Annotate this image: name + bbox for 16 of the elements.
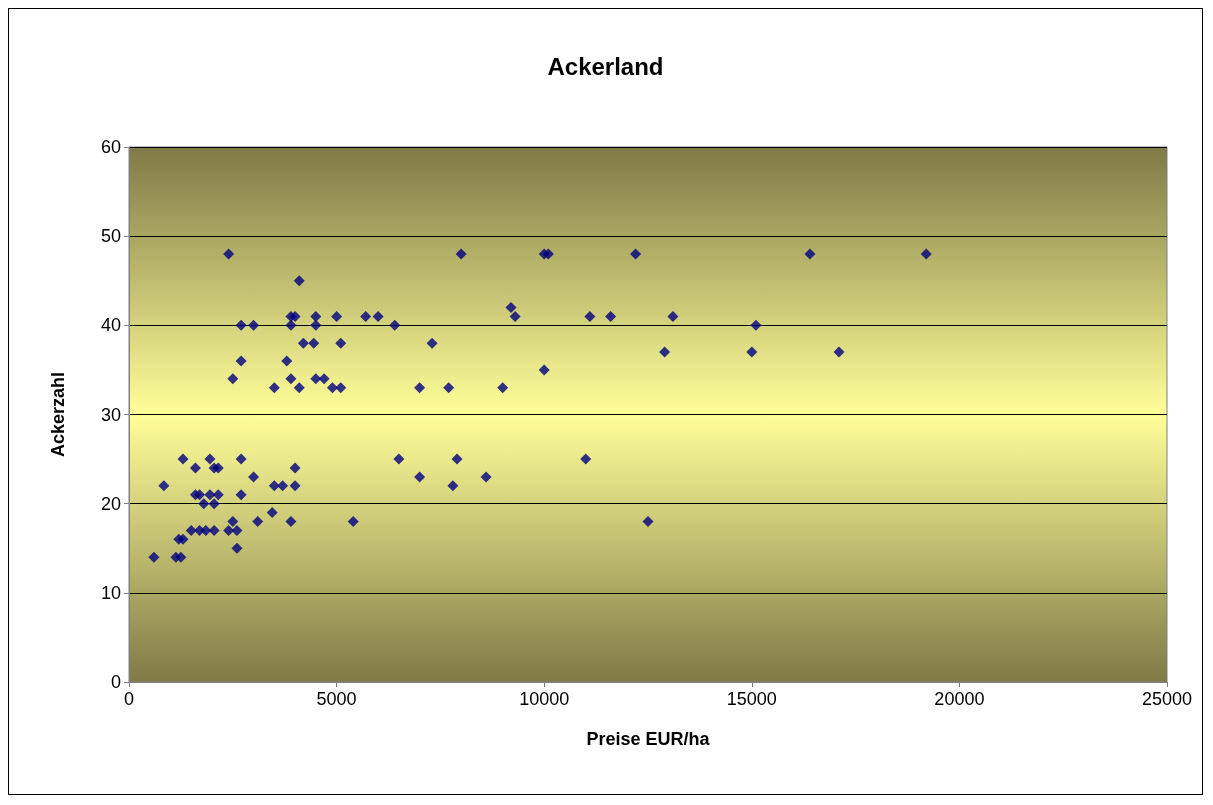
y-tick-label: 20 xyxy=(100,493,121,514)
y-tick-label: 10 xyxy=(100,582,121,603)
x-tick-label: 20000 xyxy=(934,689,985,709)
x-tick-label: 10000 xyxy=(519,689,570,709)
x-tick-label: 25000 xyxy=(1141,689,1193,709)
y-axis-title: Ackerzahl xyxy=(48,371,68,458)
chart-title: Ackerland xyxy=(547,52,664,80)
x-tick-label: 15000 xyxy=(726,689,777,709)
y-tick-label: 30 xyxy=(100,404,121,425)
x-tick-label: 5000 xyxy=(316,689,357,709)
y-tick-label: 50 xyxy=(100,226,121,247)
y-tick-label: 40 xyxy=(100,315,121,336)
y-tick-label: 0 xyxy=(110,672,121,692)
x-axis-title: Preise EUR/ha xyxy=(586,729,711,749)
x-tick-label: 0 xyxy=(123,689,135,709)
y-tick-label: 60 xyxy=(100,137,121,157)
